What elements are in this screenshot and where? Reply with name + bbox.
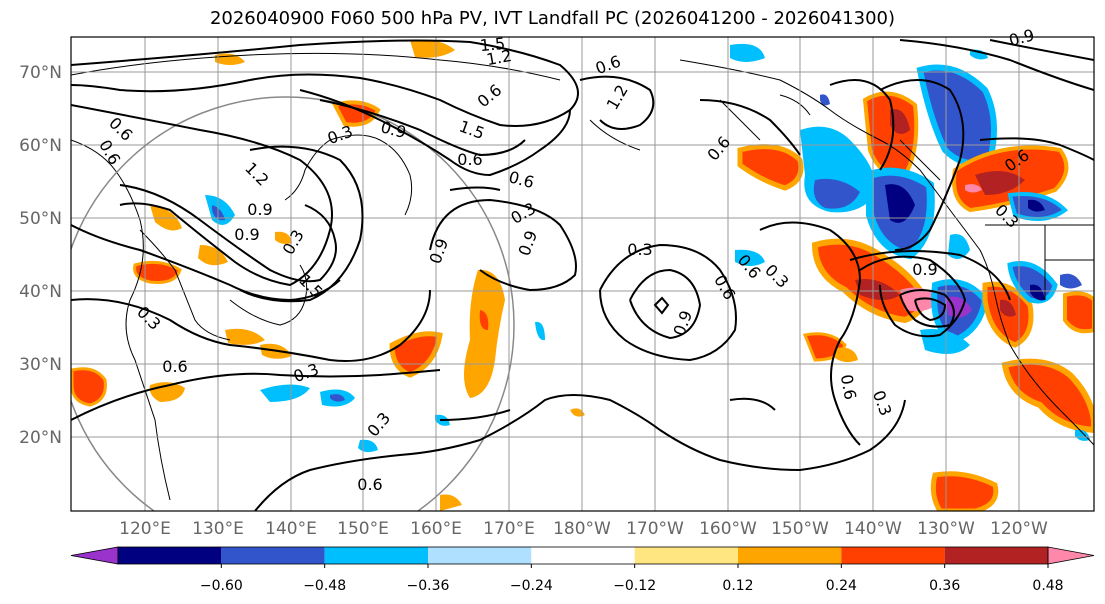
contour-label: 0.3	[363, 409, 394, 441]
contour-label: 0.3	[761, 260, 792, 291]
colorbar-tick-label: −0.12	[613, 578, 656, 594]
longitude-labels: 120°E 130°E 140°E 150°E 160°E 170°E 180°W 170°W…	[119, 519, 1048, 539]
lon-label: 160°W	[699, 519, 757, 539]
contour-label: 0.6	[457, 150, 482, 169]
colorbar-segment	[428, 547, 532, 564]
lon-label: 180°W	[553, 519, 611, 539]
colorbar-tick-label: 0.12	[722, 578, 753, 594]
lon-label: 150°W	[771, 519, 829, 539]
colorbar-tick-label: −0.24	[510, 578, 553, 594]
lat-label: 20°N	[19, 428, 62, 448]
colorbar	[70, 546, 1095, 565]
colorbar-tick-label: −0.60	[200, 578, 243, 594]
coastlines	[71, 52, 1094, 501]
colorbar-segment	[634, 547, 738, 564]
colorbar-extend-high	[1047, 546, 1095, 565]
contour-label: 0.9	[670, 308, 697, 338]
lon-label: 120°E	[119, 519, 171, 539]
lon-label: 140°E	[265, 519, 317, 539]
lon-label: 140°W	[844, 519, 902, 539]
lon-label: 160°E	[410, 519, 462, 539]
map-title: 2026040900 F060 500 hPa PV, IVT Landfall…	[209, 8, 896, 29]
reference-circle	[71, 96, 515, 511]
contour-label: 1.5	[295, 270, 326, 301]
contour-label: 0.9	[379, 117, 409, 142]
contour-label: 1.5	[479, 34, 506, 55]
lon-label: 150°E	[337, 519, 389, 539]
contour-label: 0.3	[279, 226, 308, 258]
contour-label: 0.6	[162, 357, 187, 376]
contour-label: 0.6	[703, 133, 734, 165]
lat-label: 70°N	[19, 63, 62, 83]
contour-label: 1.5	[457, 117, 487, 144]
pv-contours	[71, 39, 1094, 511]
contour-label: 0.9	[426, 236, 453, 266]
contour-label: 0.6	[474, 80, 506, 111]
colorbar-segment	[531, 547, 635, 564]
colorbar-segment	[841, 547, 945, 564]
colorbar-segment	[324, 547, 428, 564]
colorbar-ticks: −0.60 −0.48 −0.36 −0.24 −0.12 0.12 0.24 0.36 0.4…	[200, 564, 1064, 594]
contour-label: 1.2	[485, 46, 513, 69]
colorbar-segment	[944, 547, 1048, 564]
contour-label: 0.9	[515, 228, 542, 258]
lat-label: 60°N	[19, 136, 62, 156]
lat-label: 50°N	[19, 209, 62, 229]
contour-label: 0.3	[627, 240, 652, 259]
lat-label: 30°N	[19, 355, 62, 375]
colorbar-extend-low	[70, 546, 119, 565]
contour-label: 1.2	[603, 81, 632, 113]
colorbar-tick-label: −0.36	[407, 578, 450, 594]
colorbar-tick-label: −0.48	[303, 578, 346, 594]
contour-label: 0.9	[912, 260, 937, 279]
contour-label: 0.6	[357, 475, 382, 494]
colorbar-tick-label: 0.48	[1032, 578, 1063, 594]
graticule	[71, 37, 1094, 511]
colorbar-segment	[118, 547, 222, 564]
contour-label: 0.6	[507, 167, 537, 192]
lon-label: 170°W	[626, 519, 684, 539]
shaded-field	[71, 39, 1094, 511]
contour-label: 0.6	[837, 373, 860, 401]
colorbar-outline	[117, 546, 1049, 565]
contour-label: 0.6	[710, 271, 739, 303]
lon-label: 130°E	[192, 519, 244, 539]
contour-label: 1.2	[241, 158, 272, 189]
lat-label: 40°N	[19, 282, 62, 302]
colorbar-segment	[738, 547, 842, 564]
colorbar-tick-label: 0.24	[826, 578, 857, 594]
colorbar-tick-label: 0.36	[929, 578, 960, 594]
latitude-labels: 70°N 60°N 50°N 40°N 30°N 20°N	[19, 63, 62, 448]
contour-label: 0.6	[593, 52, 623, 79]
lon-label: 120°W	[990, 519, 1048, 539]
lon-label: 170°E	[483, 519, 535, 539]
plot-frame	[70, 36, 1095, 512]
lon-label: 130°W	[917, 519, 975, 539]
contour-label: 0.9	[247, 200, 272, 219]
colorbar-segment	[221, 547, 325, 564]
contour-label: 0.9	[1007, 25, 1037, 50]
contour-label: 0.9	[234, 225, 259, 244]
